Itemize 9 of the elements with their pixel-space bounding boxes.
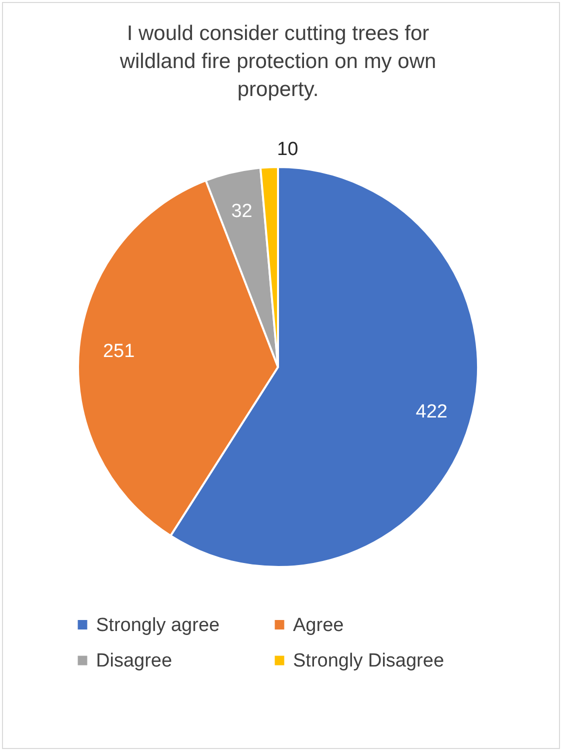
chart-title: I would consider cutting trees for wildland fire protection on my own property. — [118, 22, 436, 102]
data-label: 251 — [102, 341, 135, 362]
data-label: 422 — [416, 402, 448, 423]
data-label: 32 — [231, 201, 252, 222]
legend-label: Disagree — [96, 650, 172, 672]
data-label: 10 — [277, 139, 298, 160]
legend-label: Strongly agree — [96, 614, 220, 636]
legend-label: Agree — [293, 614, 344, 636]
legend-label: Strongly Disagree — [293, 650, 444, 672]
